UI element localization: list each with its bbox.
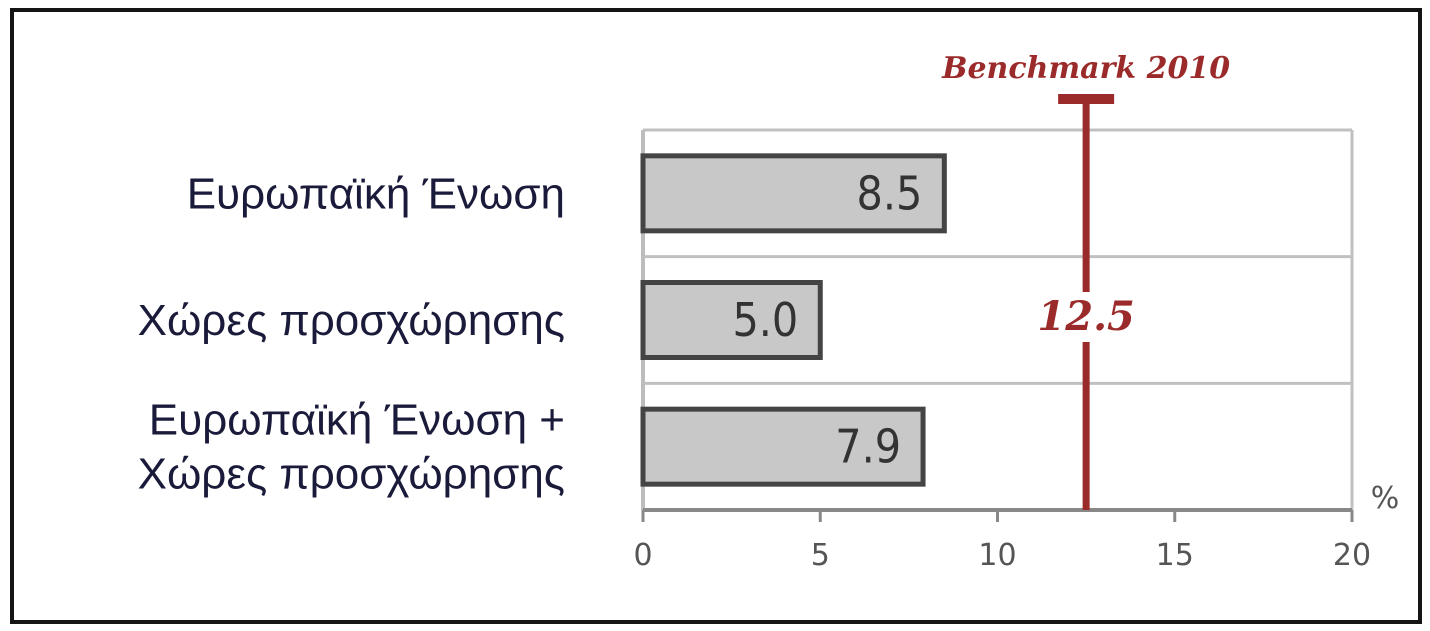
category-label: Ευρωπαϊκή Ένωση + bbox=[149, 396, 565, 445]
x-tick-label: 15 bbox=[1156, 538, 1194, 573]
category-labels: Ευρωπαϊκή Ένωση Χώρες προσχώρησης Ευρωπαϊκ… bbox=[138, 169, 565, 498]
bar-value-label: 8.5 bbox=[857, 166, 923, 220]
x-axis-ticks: 0 5 10 15 20% bbox=[633, 481, 1399, 573]
x-tick-label: 10 bbox=[978, 538, 1016, 573]
benchmark-value-label: 12.5 bbox=[1037, 293, 1134, 340]
bar-value-label: 7.9 bbox=[835, 420, 901, 474]
category-label: Χώρες προσχώρησης bbox=[138, 450, 565, 499]
category-label: Ευρωπαϊκή Ένωση bbox=[187, 169, 565, 218]
x-tick-label: 5 bbox=[811, 538, 830, 573]
x-tick-label: 20 bbox=[1333, 538, 1371, 573]
benchmark-label: Benchmark 2010 bbox=[941, 51, 1230, 86]
bar bbox=[640, 406, 926, 487]
bar bbox=[640, 280, 823, 360]
category-label: Χώρες προσχώρησης bbox=[138, 296, 565, 345]
value-labels: 8.5 5.0 7.9 bbox=[732, 166, 922, 473]
bar-value-label: 5.0 bbox=[732, 293, 798, 347]
bars-group bbox=[640, 153, 947, 487]
x-axis-unit: % bbox=[1371, 481, 1400, 516]
x-tick-label: 0 bbox=[633, 538, 652, 573]
benchmark-group: Benchmark 2010 12.5 bbox=[941, 51, 1230, 510]
bar bbox=[640, 153, 947, 234]
